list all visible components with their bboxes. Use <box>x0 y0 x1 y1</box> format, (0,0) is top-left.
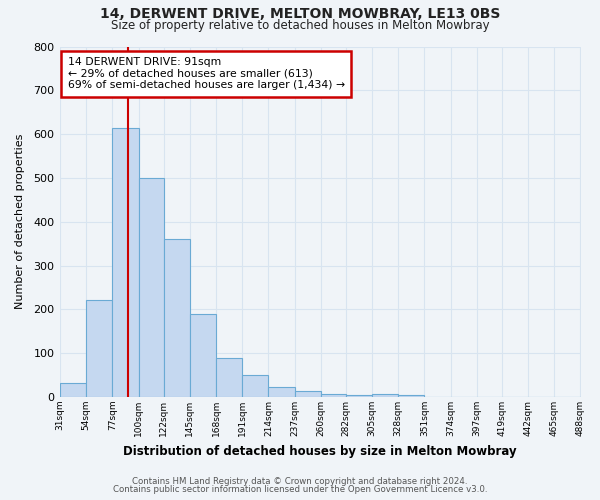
Bar <box>112 128 139 397</box>
Bar <box>321 394 346 397</box>
Text: 14 DERWENT DRIVE: 91sqm
← 29% of detached houses are smaller (613)
69% of semi-d: 14 DERWENT DRIVE: 91sqm ← 29% of detache… <box>68 57 345 90</box>
Y-axis label: Number of detached properties: Number of detached properties <box>15 134 25 310</box>
Bar <box>216 358 242 397</box>
Bar <box>242 375 268 397</box>
Bar <box>60 382 86 397</box>
Bar <box>86 300 112 397</box>
Bar <box>295 392 321 397</box>
Text: 14, DERWENT DRIVE, MELTON MOWBRAY, LE13 0BS: 14, DERWENT DRIVE, MELTON MOWBRAY, LE13 … <box>100 8 500 22</box>
Bar <box>398 396 424 397</box>
Bar <box>139 178 164 397</box>
Bar <box>346 396 372 397</box>
Bar <box>164 240 190 397</box>
Bar <box>190 314 216 397</box>
Bar <box>372 394 398 397</box>
Text: Size of property relative to detached houses in Melton Mowbray: Size of property relative to detached ho… <box>110 18 490 32</box>
Text: Contains public sector information licensed under the Open Government Licence v3: Contains public sector information licen… <box>113 485 487 494</box>
X-axis label: Distribution of detached houses by size in Melton Mowbray: Distribution of detached houses by size … <box>124 444 517 458</box>
Text: Contains HM Land Registry data © Crown copyright and database right 2024.: Contains HM Land Registry data © Crown c… <box>132 477 468 486</box>
Bar <box>268 388 295 397</box>
